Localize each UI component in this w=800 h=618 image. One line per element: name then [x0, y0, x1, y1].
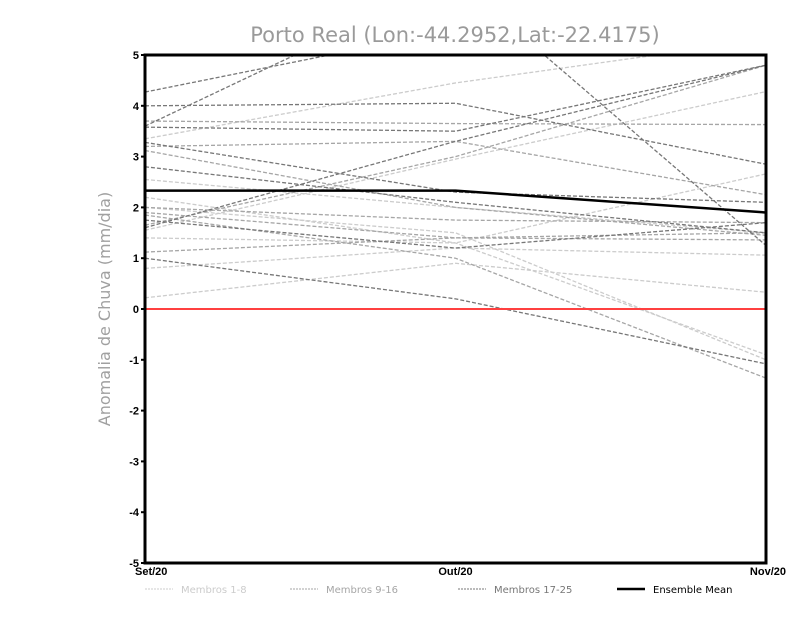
y-tick-label: -2 — [129, 406, 139, 418]
legend-label: Ensemble Mean — [653, 585, 732, 596]
member-line-3-4 — [145, 141, 766, 203]
y-tick-label: 1 — [133, 253, 139, 265]
member-line-2-1 — [145, 120, 766, 126]
y-tick-label: -3 — [129, 456, 139, 468]
member-line-2-4 — [145, 237, 766, 253]
y-tick-label: 3 — [133, 152, 139, 164]
legend-label: Membros 1-8 — [181, 585, 247, 596]
x-tick-label: Set/20 — [135, 566, 167, 578]
y-tick-label: -1 — [129, 355, 139, 367]
y-tick-label: -4 — [129, 507, 140, 519]
member-line-3-1 — [145, 55, 333, 93]
member-line-2-5 — [145, 206, 766, 224]
member-line-1-8 — [145, 206, 766, 361]
member-line-2-3 — [145, 211, 766, 239]
member-line-1-4 — [145, 90, 766, 231]
legend-label: Membros 9-16 — [326, 585, 398, 596]
member-line-1-1 — [145, 55, 662, 140]
chart-title: Porto Real (Lon:-44.2952,Lat:-22.4175) — [250, 23, 659, 47]
member-line-1-5 — [145, 173, 766, 244]
y-tick-label: 2 — [133, 202, 139, 214]
member-line-3-6 — [145, 64, 766, 229]
x-tick-label: Nov/20 — [750, 566, 786, 578]
x-tick-label: Out/20 — [438, 566, 472, 578]
member-line-1-6 — [145, 247, 766, 270]
member-line-3-3 — [145, 64, 766, 132]
y-axis-label: Anomalia de Chuva (mm/dia) — [95, 192, 114, 426]
member-line-1-7 — [145, 262, 766, 299]
member-line-2-8 — [145, 64, 766, 226]
member-line-3-9 — [145, 55, 766, 246]
y-tick-label: 5 — [133, 50, 139, 62]
y-tick-label: -5 — [129, 558, 139, 570]
member-line-2-2 — [145, 140, 766, 196]
y-tick-label: 0 — [133, 304, 139, 316]
member-line-3-8 — [145, 257, 766, 365]
member-line-3-7 — [145, 219, 766, 249]
member-line-3-5 — [145, 166, 766, 234]
member-line-1-3 — [145, 196, 766, 356]
y-tick-label: 4 — [133, 101, 140, 113]
member-line-1-2 — [145, 178, 766, 234]
legend-label: Membros 17-25 — [494, 585, 572, 596]
member-line-2-6 — [145, 149, 766, 236]
member-line-3-2 — [145, 102, 766, 165]
ensemble-mean-line — [145, 189, 766, 214]
